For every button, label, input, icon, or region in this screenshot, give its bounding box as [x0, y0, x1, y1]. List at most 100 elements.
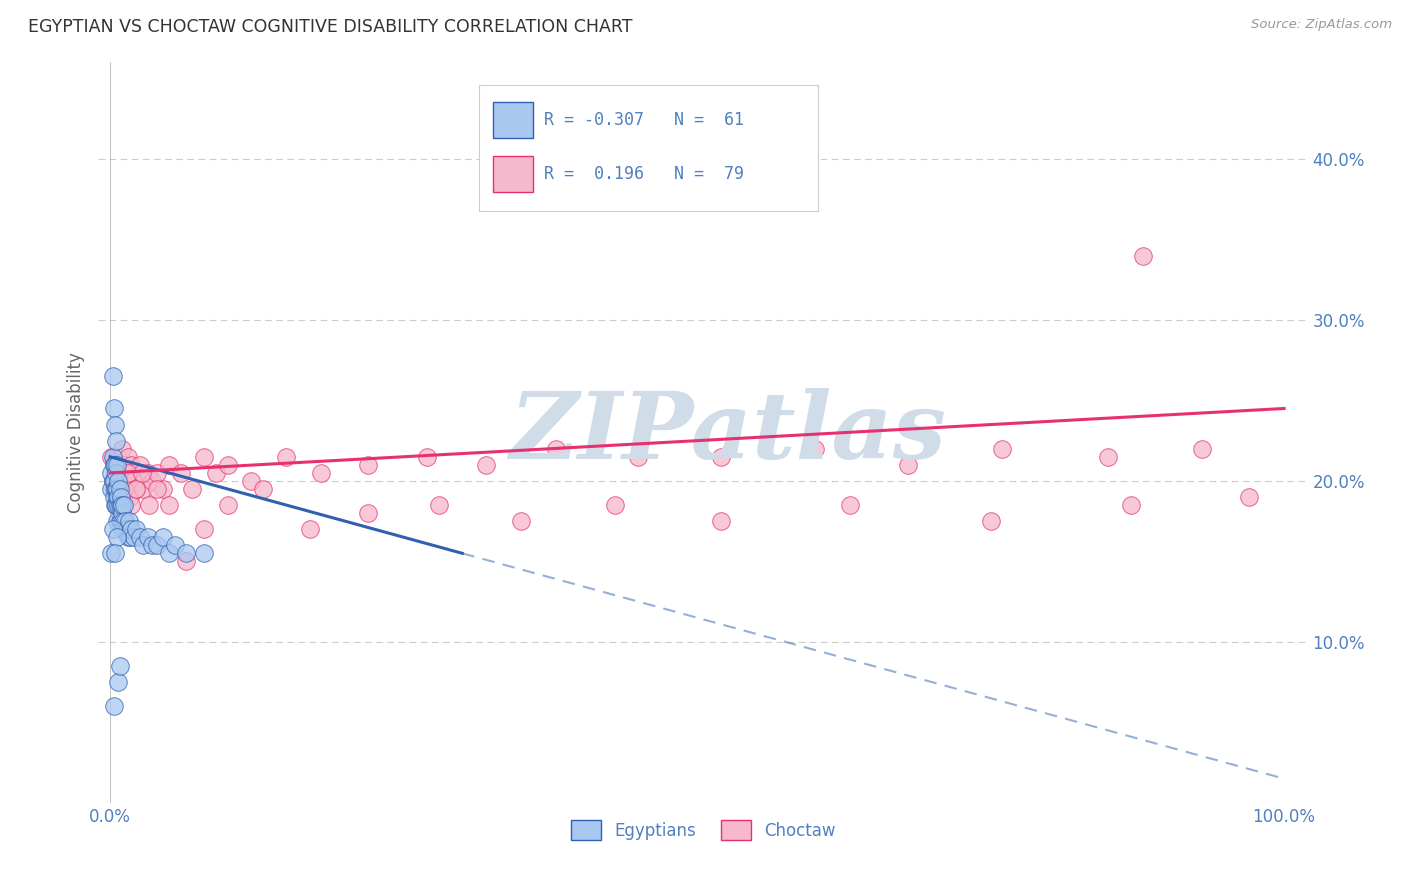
Point — [475, 458, 498, 472]
Point — [101, 369, 124, 384]
Point — [991, 442, 1014, 456]
Point — [276, 450, 298, 464]
Point — [193, 546, 215, 560]
Text: ZIPatlas: ZIPatlas — [509, 388, 946, 477]
Point — [146, 538, 169, 552]
Point — [510, 514, 533, 528]
Point — [117, 466, 139, 480]
Point — [176, 554, 198, 568]
Point — [110, 498, 132, 512]
Point — [100, 450, 122, 464]
Point — [103, 458, 125, 472]
Point — [181, 482, 204, 496]
Point — [138, 498, 160, 512]
Point — [122, 474, 145, 488]
Point — [1121, 498, 1143, 512]
Point — [132, 482, 155, 496]
Point — [100, 482, 122, 496]
Point — [118, 514, 141, 528]
Point — [110, 498, 132, 512]
Point — [193, 450, 215, 464]
Point — [152, 482, 174, 496]
Point — [136, 530, 159, 544]
Point — [897, 458, 920, 472]
Point — [1132, 249, 1154, 263]
Point — [110, 490, 132, 504]
Point — [101, 450, 124, 464]
Point — [104, 482, 127, 496]
Point — [105, 498, 128, 512]
Point — [112, 514, 135, 528]
Point — [125, 482, 148, 496]
Point — [107, 490, 129, 504]
Point — [107, 498, 129, 512]
Point — [108, 482, 131, 496]
Point — [120, 490, 142, 504]
Point — [980, 514, 1002, 528]
Point — [107, 466, 129, 480]
Point — [120, 530, 142, 544]
Point — [111, 522, 134, 536]
Point — [1191, 442, 1213, 456]
Point — [112, 482, 135, 496]
Point — [217, 498, 239, 512]
Point — [357, 506, 380, 520]
Point — [112, 458, 135, 472]
Point — [103, 401, 125, 416]
Point — [114, 466, 136, 480]
Point — [101, 474, 124, 488]
Point — [163, 538, 186, 552]
Point — [111, 506, 134, 520]
Point — [193, 522, 215, 536]
Point — [103, 699, 125, 714]
Point — [132, 538, 155, 552]
Point — [112, 522, 135, 536]
Point — [104, 546, 127, 560]
Point — [128, 458, 150, 472]
Point — [128, 530, 150, 544]
Point — [120, 458, 142, 472]
Point — [105, 466, 128, 480]
Point — [110, 498, 132, 512]
Point — [111, 466, 134, 480]
Point — [105, 498, 128, 512]
Y-axis label: Cognitive Disability: Cognitive Disability — [66, 352, 84, 513]
Point — [107, 466, 129, 480]
Point — [710, 514, 733, 528]
Point — [107, 474, 129, 488]
Point — [110, 514, 132, 528]
Point — [169, 466, 191, 480]
Point — [416, 450, 439, 464]
Point — [105, 434, 128, 448]
Point — [105, 490, 128, 504]
Point — [115, 522, 138, 536]
Point — [1237, 490, 1260, 504]
Text: Source: ZipAtlas.com: Source: ZipAtlas.com — [1251, 18, 1392, 31]
Point — [111, 498, 134, 512]
Point — [110, 474, 132, 488]
Point — [107, 498, 129, 512]
Point — [157, 546, 180, 560]
Point — [111, 442, 134, 456]
Point — [107, 675, 129, 690]
Point — [104, 498, 127, 512]
Point — [136, 466, 159, 480]
Point — [157, 498, 180, 512]
Point — [131, 466, 153, 480]
Point — [105, 482, 128, 496]
Point — [104, 417, 127, 432]
Point — [108, 498, 131, 512]
Point — [217, 458, 239, 472]
Point — [105, 450, 128, 464]
Point — [546, 442, 568, 456]
Legend: Egyptians, Choctaw: Egyptians, Choctaw — [564, 814, 842, 847]
Text: EGYPTIAN VS CHOCTAW COGNITIVE DISABILITY CORRELATION CHART: EGYPTIAN VS CHOCTAW COGNITIVE DISABILITY… — [28, 18, 633, 36]
Point — [117, 450, 139, 464]
Point — [101, 474, 124, 488]
Point — [803, 442, 825, 456]
Point — [105, 474, 128, 488]
Point — [105, 482, 128, 496]
Point — [311, 466, 333, 480]
Point — [146, 482, 169, 496]
Point — [104, 458, 127, 472]
